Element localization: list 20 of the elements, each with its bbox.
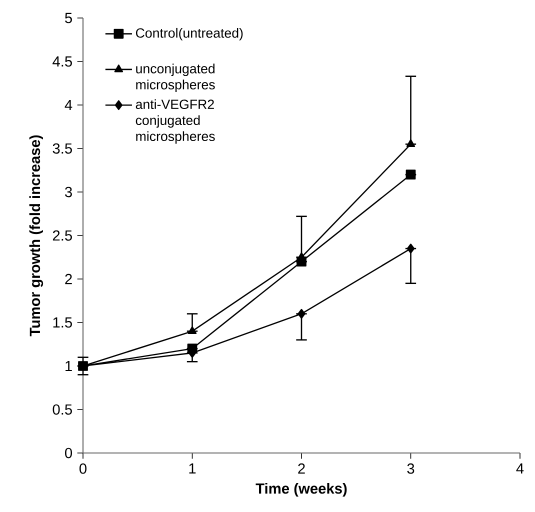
legend-label: anti-VEGFR2 conjugated microspheres [136, 99, 215, 144]
y-tick-label: 3.5 [52, 143, 72, 154]
y-axis-title: Tumor growth (fold increase) [29, 135, 44, 336]
y-tick-label: 3 [65, 186, 72, 198]
x-tick-label: 2 [298, 463, 305, 474]
y-tick-label: 2 [65, 274, 72, 284]
x-tick-label: 1 [189, 463, 196, 474]
y-tick-label: 4.5 [52, 56, 72, 67]
x-tick-label: 3 [407, 463, 414, 474]
x-tick-label: 0 [79, 463, 86, 474]
y-tick-label: 5 [65, 12, 72, 24]
x-tick-label: 4 [516, 463, 524, 474]
y-tick-label: 4 [64, 100, 72, 110]
y-tick-label: 1 [66, 360, 72, 372]
legend-label: Control(untreated) [136, 28, 243, 40]
y-tick-label: 0 [65, 448, 72, 458]
y-tick-label: 0.5 [52, 404, 72, 415]
y-tick-label: 1.5 [53, 317, 72, 328]
x-axis-title: Time (weeks) [256, 482, 347, 497]
y-tick-label: 2.5 [52, 230, 72, 241]
